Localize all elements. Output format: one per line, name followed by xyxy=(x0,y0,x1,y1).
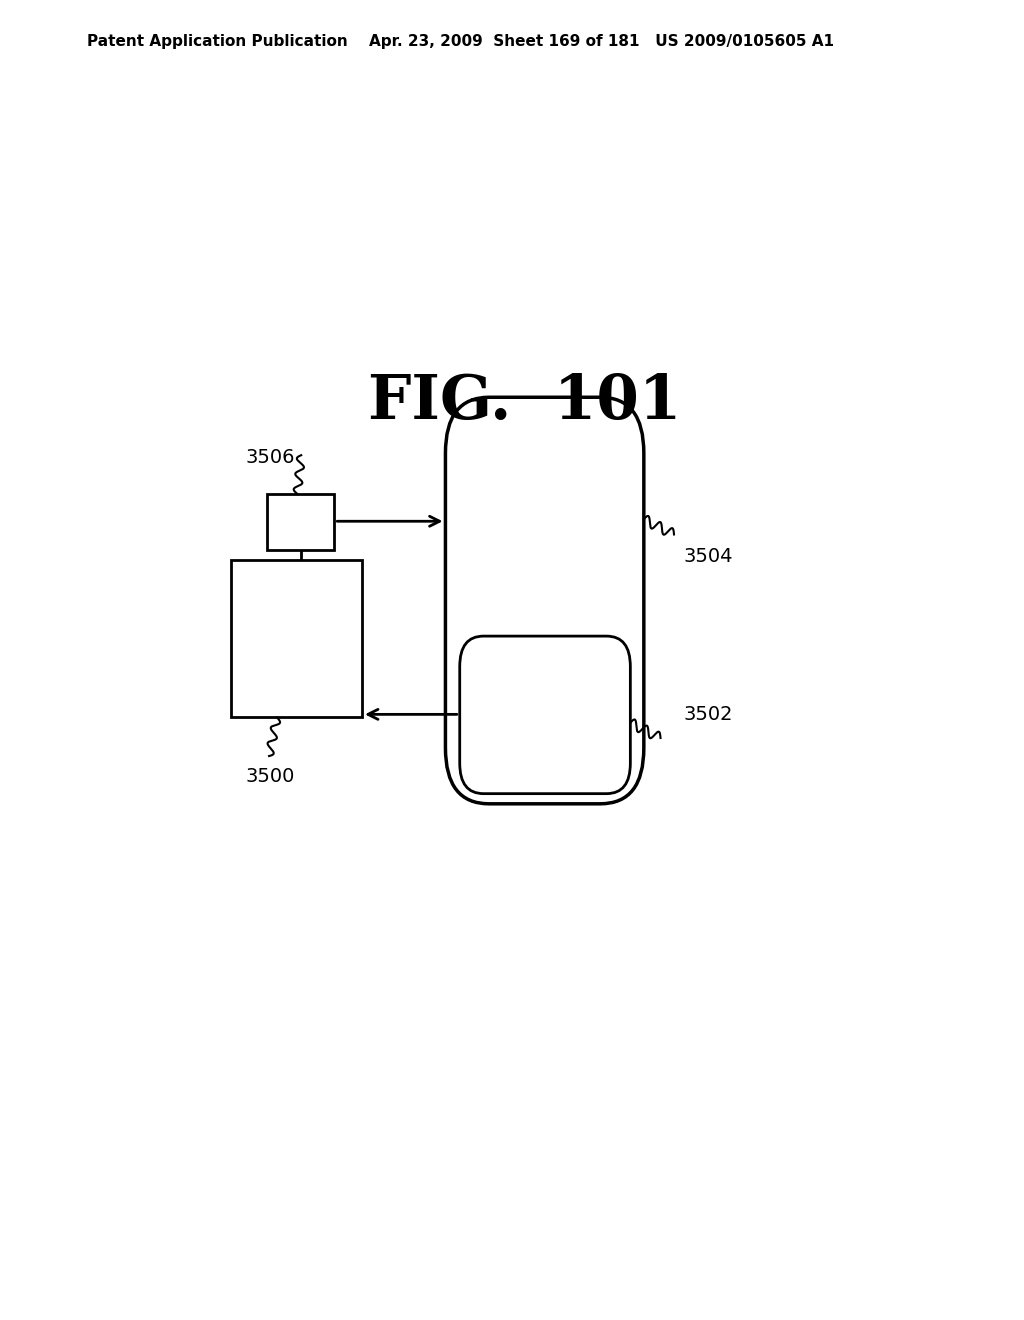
FancyBboxPatch shape xyxy=(445,397,644,804)
Bar xyxy=(267,494,334,549)
Text: Apr. 23, 2009  Sheet 169 of 181   US 2009/0105605 A1: Apr. 23, 2009 Sheet 169 of 181 US 2009/0… xyxy=(369,34,834,49)
Text: 3502: 3502 xyxy=(684,705,733,723)
Text: 3500: 3500 xyxy=(246,767,295,785)
FancyBboxPatch shape xyxy=(460,636,631,793)
Text: Patent Application Publication: Patent Application Publication xyxy=(87,34,348,49)
Text: FIG.  101: FIG. 101 xyxy=(368,372,682,433)
Bar xyxy=(231,560,362,718)
Text: 3504: 3504 xyxy=(684,548,733,566)
Text: 3506: 3506 xyxy=(246,447,295,467)
